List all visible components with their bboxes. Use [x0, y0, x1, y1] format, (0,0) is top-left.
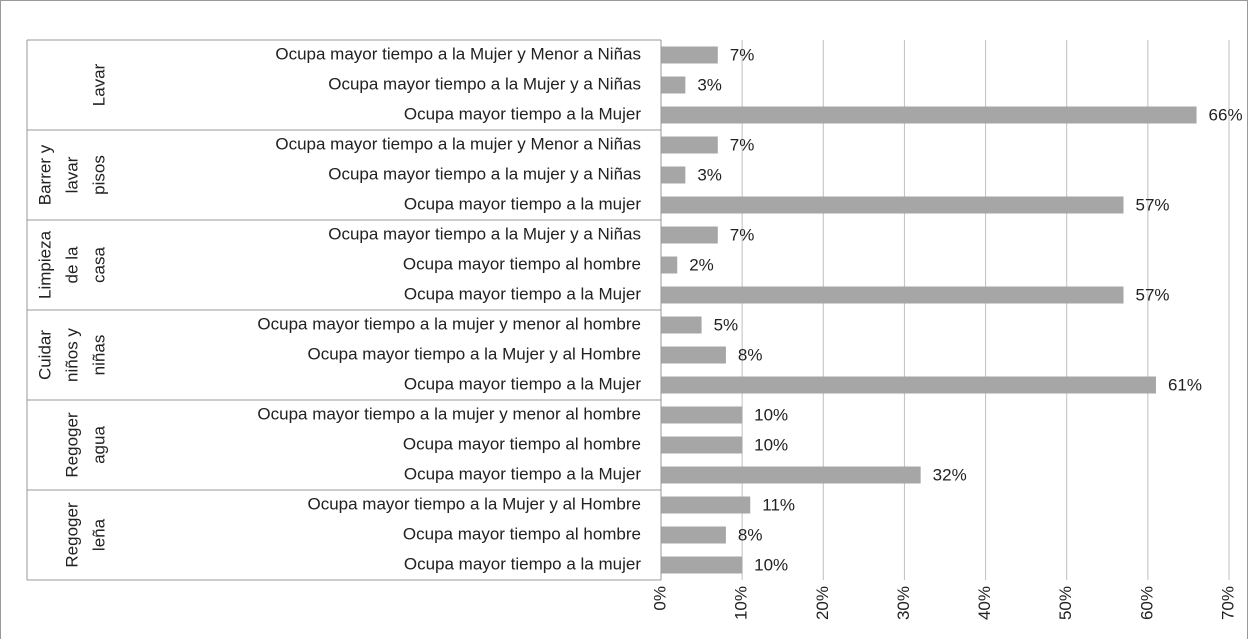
category-label: Ocupa mayor tiempo al hombre: [403, 524, 641, 543]
bar: [661, 166, 686, 184]
group-label: Limpieza: [35, 230, 54, 299]
bar: [661, 406, 743, 424]
value-label: 8%: [738, 525, 763, 544]
value-label: 2%: [689, 255, 714, 274]
x-tick-label: 20%: [813, 586, 832, 620]
x-tick-label: 0%: [650, 586, 669, 611]
value-label: 5%: [714, 315, 739, 334]
bar: [661, 46, 718, 64]
bar: [661, 286, 1124, 304]
bar: [661, 316, 702, 334]
bar: [661, 196, 1124, 214]
category-label: Ocupa mayor tiempo a la Mujer y al Hombr…: [307, 494, 641, 513]
category-label: Ocupa mayor tiempo a la Mujer: [404, 284, 641, 303]
x-tick-label: 10%: [732, 586, 751, 620]
group-label: agua: [89, 426, 108, 464]
group-label: niñas: [89, 335, 108, 376]
group-label: lavar: [62, 156, 81, 193]
group-label: leña: [89, 518, 108, 551]
value-label: 57%: [1136, 285, 1170, 304]
bar: [661, 136, 718, 154]
value-label: 11%: [762, 495, 795, 514]
category-label: Ocupa mayor tiempo al hombre: [403, 434, 641, 453]
value-label: 10%: [754, 405, 788, 424]
group-label: Lavar: [89, 63, 108, 106]
bar: [661, 346, 726, 364]
bar: [661, 226, 718, 244]
category-label: Ocupa mayor tiempo a la Mujer y a Niñas: [328, 224, 641, 243]
category-label: Ocupa mayor tiempo a la Mujer: [404, 104, 641, 123]
value-label: 10%: [754, 435, 788, 454]
group-label: Regoger: [62, 412, 81, 478]
bar: [661, 466, 921, 484]
bar: [661, 436, 743, 454]
value-label: 8%: [738, 345, 763, 364]
value-label: 32%: [933, 465, 967, 484]
value-label: 3%: [697, 165, 722, 184]
bar: [661, 376, 1156, 394]
category-label: Ocupa mayor tiempo a la mujer y menor al…: [257, 314, 641, 333]
bar: [661, 256, 678, 274]
value-label: 66%: [1209, 105, 1243, 124]
bar: [661, 556, 743, 574]
x-tick-label: 70%: [1218, 586, 1237, 620]
category-label: Ocupa mayor tiempo a la Mujer: [404, 374, 641, 393]
category-label: Ocupa mayor tiempo a la mujer y menor al…: [257, 404, 641, 423]
x-tick-label: 40%: [975, 586, 994, 620]
category-label: Ocupa mayor tiempo a la mujer: [404, 554, 641, 573]
value-label: 61%: [1168, 375, 1202, 394]
value-label: 7%: [730, 225, 755, 244]
group-label: pisos: [89, 155, 108, 195]
group-label: casa: [89, 247, 108, 283]
group-label: Barrer y: [35, 144, 54, 205]
group-label: de la: [62, 246, 81, 283]
category-label: Ocupa mayor tiempo al hombre: [403, 254, 641, 273]
category-label: Ocupa mayor tiempo a la Mujer y al Hombr…: [307, 344, 641, 363]
x-tick-label: 30%: [894, 586, 913, 620]
value-label: 7%: [730, 135, 755, 154]
value-label: 10%: [754, 555, 788, 574]
bar: [661, 106, 1197, 124]
category-label: Ocupa mayor tiempo a la mujer: [404, 194, 641, 213]
x-tick-label: 50%: [1056, 586, 1075, 620]
category-label: Ocupa mayor tiempo a la Mujer y a Niñas: [328, 74, 641, 93]
group-label: Regoger: [62, 502, 81, 568]
group-label: niños y: [62, 328, 81, 382]
bar: [661, 496, 751, 514]
x-tick-label: 60%: [1137, 586, 1156, 620]
category-label: Ocupa mayor tiempo a la Mujer y Menor a …: [275, 44, 641, 63]
value-label: 57%: [1136, 195, 1170, 214]
group-label: Cuidar: [35, 330, 54, 380]
value-label: 7%: [730, 45, 755, 64]
category-label: Ocupa mayor tiempo a la Mujer: [404, 464, 641, 483]
value-label: 3%: [697, 75, 722, 94]
category-label: Ocupa mayor tiempo a la mujer y a Niñas: [328, 164, 641, 183]
bar: [661, 526, 726, 544]
bar: [661, 76, 686, 94]
category-label: Ocupa mayor tiempo a la mujer y Menor a …: [275, 134, 641, 153]
